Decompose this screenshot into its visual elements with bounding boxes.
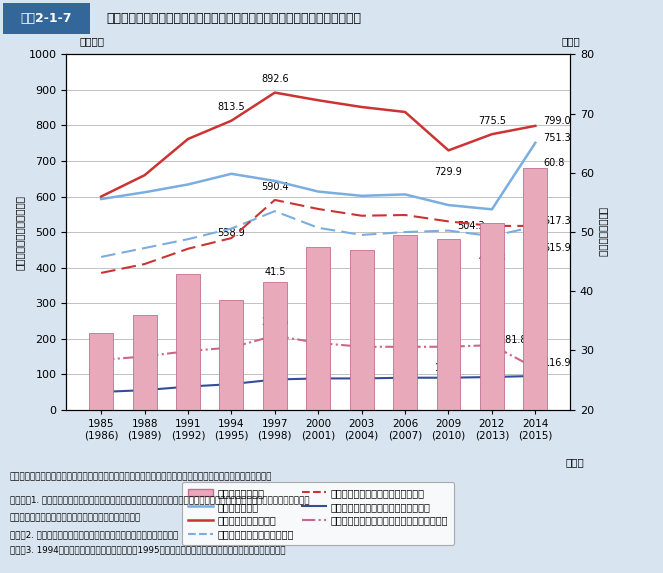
Text: 60.8: 60.8 (544, 158, 565, 168)
Bar (306, 247, 330, 528)
Bar (263, 282, 287, 528)
Text: 517.3: 517.3 (544, 216, 572, 226)
Text: 515.9: 515.9 (544, 243, 572, 253)
Text: 590.4: 590.4 (261, 182, 288, 191)
Text: 208.5: 208.5 (261, 317, 288, 327)
Text: （万円）: （万円） (80, 36, 105, 46)
Text: 799.0: 799.0 (544, 116, 572, 126)
Bar (523, 168, 547, 528)
Bar (90, 333, 113, 528)
Legend: 共働き世帯の割合, 総所得（総数）, 総所得（共働き世帯）, 世帯主の雇用者所得（総数）, 世帯主の雇用者所得（共働き世帯）, 世帯主の配偶者の雇用者所得（総数: 共働き世帯の割合, 総所得（総数）, 総所得（共働き世帯）, 世帯主の雇用者所得… (182, 482, 454, 545)
Text: 夫婦のいる世帯の世帯総所得　世帯主・世帯主の配偶者の雇用者所得　推移: 夫婦のいる世帯の世帯総所得 世帯主・世帯主の配偶者の雇用者所得 推移 (106, 12, 361, 25)
Bar (219, 300, 243, 528)
Text: 資料：厚生労働省政策統括官付世帯統計室「国民生活基礎調査」より厚生労働省政策統括官付政策評価官室作成: 資料：厚生労働省政策統括官付世帯統計室「国民生活基礎調査」より厚生労働省政策統括… (10, 473, 272, 482)
Text: 729.9: 729.9 (435, 167, 462, 177)
Text: 892.6: 892.6 (261, 74, 288, 84)
Text: 116.9: 116.9 (544, 358, 571, 368)
Bar (133, 315, 156, 528)
Bar (480, 223, 504, 528)
Text: 504.3: 504.3 (457, 221, 485, 230)
Text: 775.5: 775.5 (478, 116, 506, 126)
Y-axis label: 一世帯当たり平均所得金額: 一世帯当たり平均所得金額 (15, 195, 25, 269)
Y-axis label: 共働き世帯の割合: 共働き世帯の割合 (598, 207, 608, 257)
Text: （％）: （％） (562, 36, 580, 46)
Text: 41.5: 41.5 (264, 267, 286, 277)
Text: 558.9: 558.9 (217, 228, 245, 238)
Text: （注）　1. 夫婦のいる世帯であって世帯主が雇用者である世帯のうち世帯主の配偶者が雇用者又は無業である世帯（所得票の: （注） 1. 夫婦のいる世帯であって世帯主が雇用者である世帯のうち世帯主の配偶者… (10, 496, 310, 505)
Text: 3. 1994年（共働き世帯の割合については1995年）の数値については、兵庫県を除いたものである。: 3. 1994年（共働き世帯の割合については1995年）の数値については、兵庫県… (10, 545, 286, 555)
Text: 813.5: 813.5 (217, 103, 245, 112)
Text: 調査客体となった世帯）を対象として集計。: 調査客体となった世帯）を対象として集計。 (10, 513, 141, 522)
Bar (436, 239, 460, 528)
Text: 488.3: 488.3 (478, 253, 506, 263)
Text: 2. 横軸の年次について、（　）内は共働き世帯の割合の年次。: 2. 横軸の年次について、（ ）内は共働き世帯の割合の年次。 (10, 530, 178, 539)
Text: （年）: （年） (566, 457, 585, 467)
Text: 図表2-1-7: 図表2-1-7 (21, 12, 72, 25)
Bar (176, 273, 200, 528)
FancyBboxPatch shape (3, 3, 90, 34)
Text: 751.3: 751.3 (544, 133, 572, 143)
Bar (349, 250, 373, 528)
Bar (393, 235, 417, 528)
Text: 181.8: 181.8 (501, 335, 528, 345)
Text: 177.1: 177.1 (435, 363, 462, 374)
